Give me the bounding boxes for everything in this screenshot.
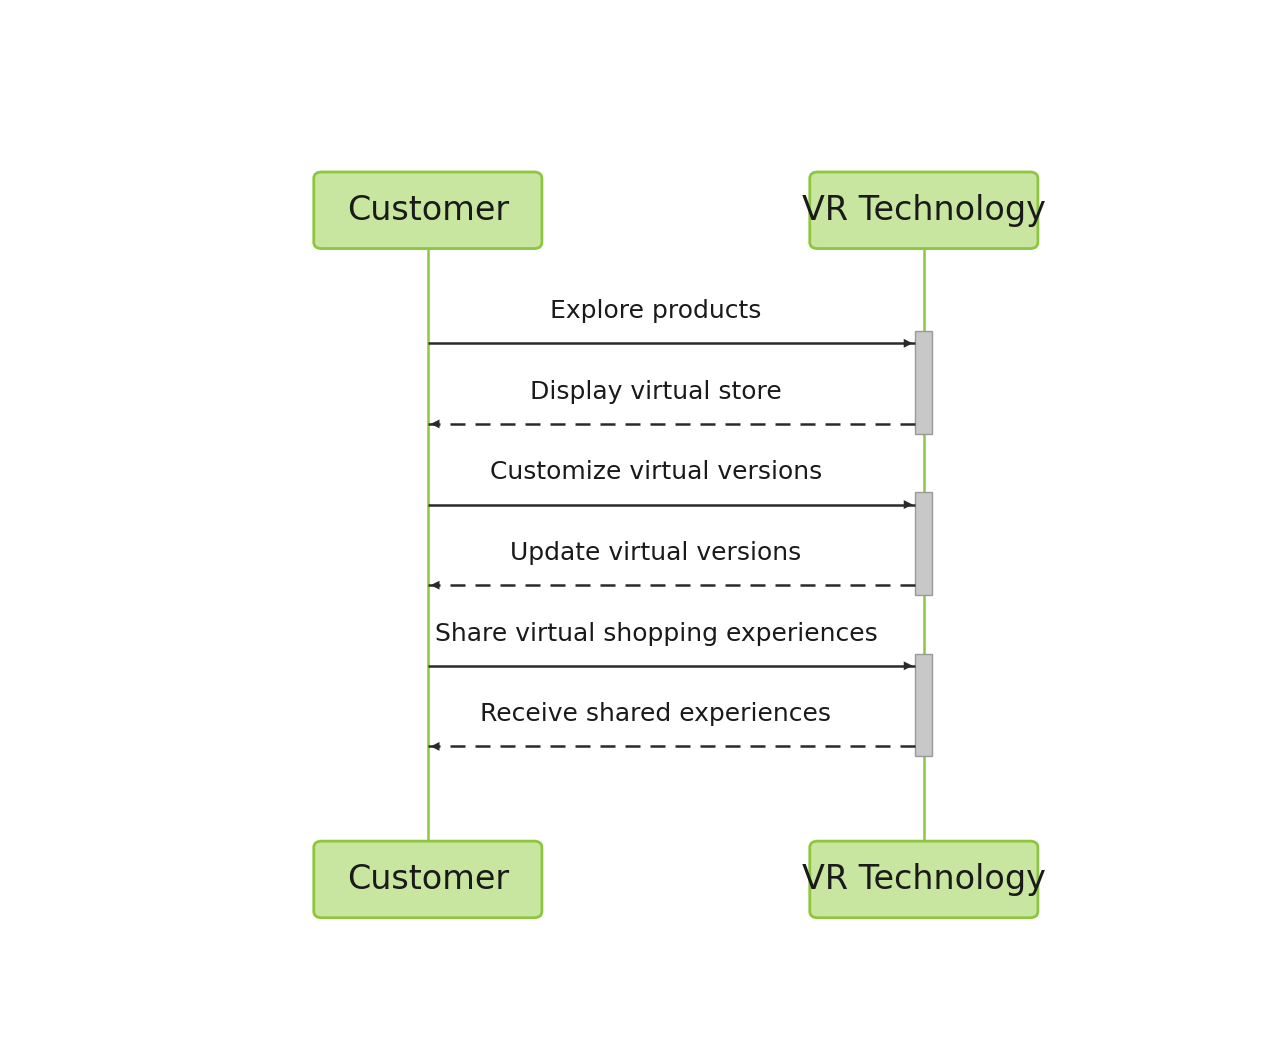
- Bar: [915, 653, 932, 756]
- Text: Update virtual versions: Update virtual versions: [511, 541, 801, 565]
- Text: Customize virtual versions: Customize virtual versions: [490, 461, 822, 485]
- Text: Share virtual shopping experiences: Share virtual shopping experiences: [435, 622, 877, 646]
- Text: VR Technology: VR Technology: [801, 863, 1046, 896]
- Text: Explore products: Explore products: [550, 299, 762, 324]
- FancyBboxPatch shape: [810, 841, 1038, 918]
- FancyBboxPatch shape: [314, 841, 541, 918]
- FancyBboxPatch shape: [810, 172, 1038, 248]
- FancyBboxPatch shape: [314, 172, 541, 248]
- Bar: [915, 492, 932, 595]
- Text: VR Technology: VR Technology: [801, 194, 1046, 227]
- Bar: [915, 331, 932, 433]
- Text: Customer: Customer: [347, 194, 509, 227]
- Text: Receive shared experiences: Receive shared experiences: [480, 703, 832, 727]
- Text: Display virtual store: Display virtual store: [530, 380, 782, 404]
- Text: Customer: Customer: [347, 863, 509, 896]
